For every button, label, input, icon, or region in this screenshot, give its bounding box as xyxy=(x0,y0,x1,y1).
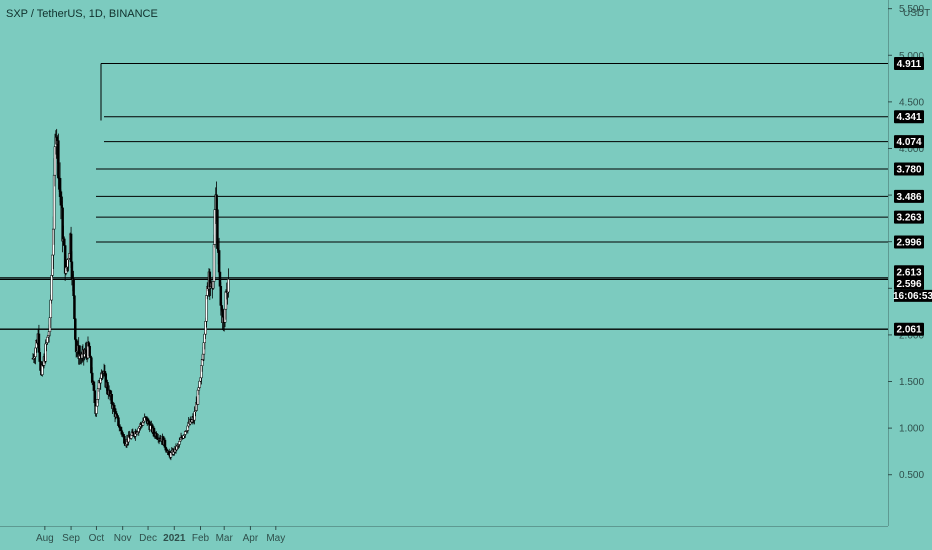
level-tag-2: 4.074 xyxy=(894,135,924,149)
candle-231 xyxy=(227,268,230,298)
x-tick-label-7: Mar xyxy=(216,533,234,544)
level-tag-3: 3.780 xyxy=(894,162,924,176)
y-tick-label-9: 5.000 xyxy=(899,51,924,62)
candle-body xyxy=(205,295,208,322)
y-tick-label-1: 1.000 xyxy=(899,424,924,435)
level-tag-9: 2.061 xyxy=(894,322,924,336)
candle-body xyxy=(73,295,76,320)
level-tag-label: 2.996 xyxy=(896,238,921,249)
levels-layer xyxy=(0,63,888,330)
chart-title: SXP / TetherUS, 1D, BINANCE xyxy=(6,8,158,20)
level-tag-bg xyxy=(894,210,924,224)
candle-50 xyxy=(74,318,77,342)
level-tag-5: 3.263 xyxy=(894,210,924,224)
x-tick-label-4: Dec xyxy=(139,533,157,544)
candle-body xyxy=(63,238,66,246)
candle-body xyxy=(178,441,181,445)
countdown-bg xyxy=(894,289,932,302)
level-tag-bg xyxy=(894,265,924,279)
level-tag-6: 2.996 xyxy=(894,235,924,249)
price-axis[interactable]: 0.5001.0001.5002.0002.5003.0003.5004.000… xyxy=(888,0,924,526)
currency-label: USDT xyxy=(903,8,930,19)
x-tick-label-2: Oct xyxy=(89,533,105,544)
level-tag-bg xyxy=(894,162,924,176)
candle-body xyxy=(227,279,230,293)
x-tick-label-6: Feb xyxy=(192,533,210,544)
level-tag-label: 2.613 xyxy=(896,267,921,278)
candle-body xyxy=(57,140,60,179)
candle-body xyxy=(50,275,53,301)
level-tag-label: 3.780 xyxy=(896,164,921,175)
level-tag-7: 2.613 xyxy=(894,265,924,279)
level-tag-label: 3.263 xyxy=(896,213,921,224)
candle-body xyxy=(46,336,49,343)
level-tag-0: 4.911 xyxy=(894,57,924,71)
y-tick-label-2: 1.500 xyxy=(899,377,924,388)
level-tag-4: 3.486 xyxy=(894,189,924,203)
level-tag-label: 4.911 xyxy=(897,59,922,70)
candle-body xyxy=(217,250,221,273)
candle-body xyxy=(116,415,119,418)
countdown-timer: 16:06:53 xyxy=(893,291,932,302)
level-tag-label: 2.596 xyxy=(896,279,921,290)
level-tag-label: 4.341 xyxy=(896,112,921,123)
level-tag-bg xyxy=(894,276,924,290)
candle-body xyxy=(212,244,216,282)
x-tick-label-8: Apr xyxy=(243,533,259,544)
y-tick-label-0: 0.500 xyxy=(899,470,924,481)
x-tick-label-9: May xyxy=(266,533,285,544)
x-tick-label-3: Nov xyxy=(114,533,132,544)
x-tick-label-0: Aug xyxy=(36,533,54,544)
time-axis[interactable]: Aug Sep Oct Nov Dec 2021 Feb Mar Apr May xyxy=(0,526,888,544)
candle-body xyxy=(74,318,77,340)
level-tag-label: 4.074 xyxy=(896,137,921,148)
level-tag-bg xyxy=(894,135,924,149)
candle-body xyxy=(163,439,167,448)
level-tag-1: 4.341 xyxy=(894,110,924,124)
y-tick-label-10: 5.500 xyxy=(899,4,924,15)
level-tag-label: 3.486 xyxy=(896,192,921,203)
level-tag-bg xyxy=(894,189,924,203)
candles-layer xyxy=(31,128,230,461)
candle-body xyxy=(72,278,75,296)
x-tick-label-1: Sep xyxy=(62,533,80,544)
candle-body xyxy=(198,380,201,388)
level-tag-bg xyxy=(894,110,924,124)
level-tag-bg xyxy=(894,322,924,336)
candle-body xyxy=(95,405,98,414)
candle-body xyxy=(93,390,97,404)
x-tick-label-5: 2021 xyxy=(163,533,186,544)
level-tag-bg xyxy=(894,57,924,71)
y-tick-label-8: 4.500 xyxy=(899,97,924,108)
price-tags: 4.911 4.341 4.074 3.780 3.486 3.263 2.996 2.613… xyxy=(893,57,932,336)
level-tag-bg xyxy=(894,235,924,249)
y-tick-label-3: 2.000 xyxy=(899,330,924,341)
level-tag-label: 2.061 xyxy=(896,325,921,336)
y-tick-label-7: 4.000 xyxy=(899,144,924,155)
